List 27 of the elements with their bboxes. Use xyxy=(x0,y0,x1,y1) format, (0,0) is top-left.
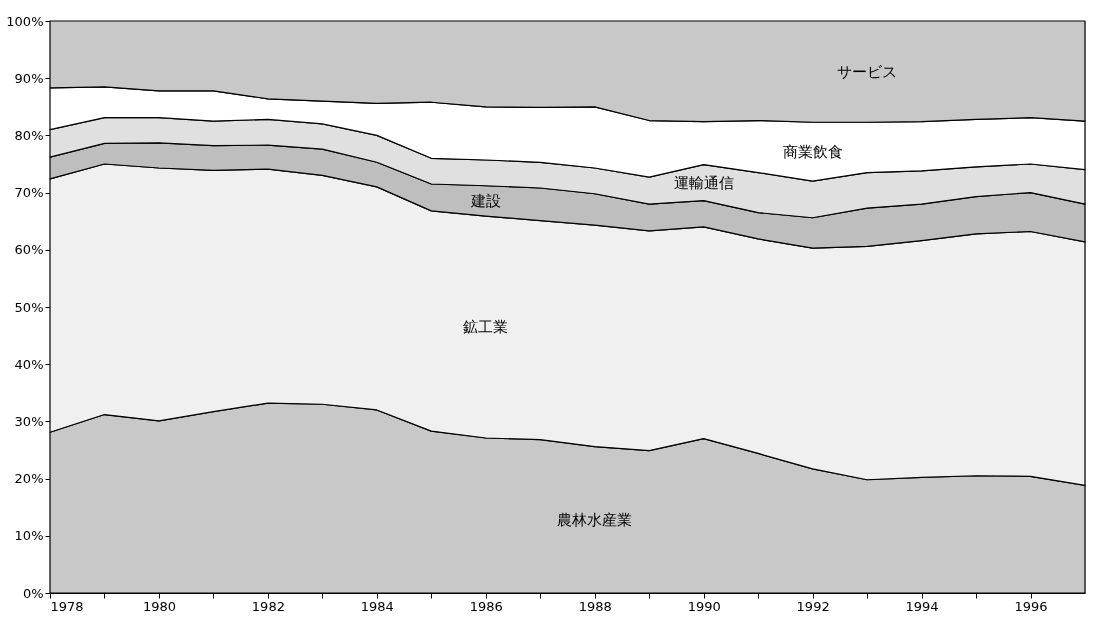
y-tick-label: 80% xyxy=(14,127,44,143)
y-tick-label: 10% xyxy=(14,528,44,544)
x-tick-label: 1996 xyxy=(1014,598,1048,614)
series-label: 農林水産業 xyxy=(557,510,633,529)
y-tick-label: 60% xyxy=(14,242,44,258)
x-tick-label: 1986 xyxy=(469,598,503,614)
y-tick-label: 0% xyxy=(22,585,44,601)
x-tick-label: 1982 xyxy=(251,598,285,614)
y-tick-label: 40% xyxy=(14,356,44,372)
x-tick-label: 1990 xyxy=(687,598,721,614)
series-label: サービス xyxy=(837,62,898,81)
x-tick-label: 1978 xyxy=(50,598,84,614)
x-tick-label: 1994 xyxy=(905,598,939,614)
x-tick-label: 1992 xyxy=(796,598,830,614)
y-tick-label: 20% xyxy=(14,471,44,487)
y-tick-label: 50% xyxy=(14,299,44,315)
series-label: 商業飲食 xyxy=(782,142,843,161)
y-tick-label: 100% xyxy=(6,13,44,29)
series-label: 建設 xyxy=(469,191,501,210)
y-tick-label: 30% xyxy=(14,413,44,429)
series-label: 運輸通信 xyxy=(673,173,734,192)
x-tick-label: 1988 xyxy=(578,598,612,614)
series-label: 鉱工業 xyxy=(463,318,509,337)
x-tick-label: 1984 xyxy=(360,598,394,614)
y-tick-label: 70% xyxy=(14,185,44,201)
x-tick-label: 1980 xyxy=(142,598,176,614)
y-tick-label: 90% xyxy=(14,70,44,86)
